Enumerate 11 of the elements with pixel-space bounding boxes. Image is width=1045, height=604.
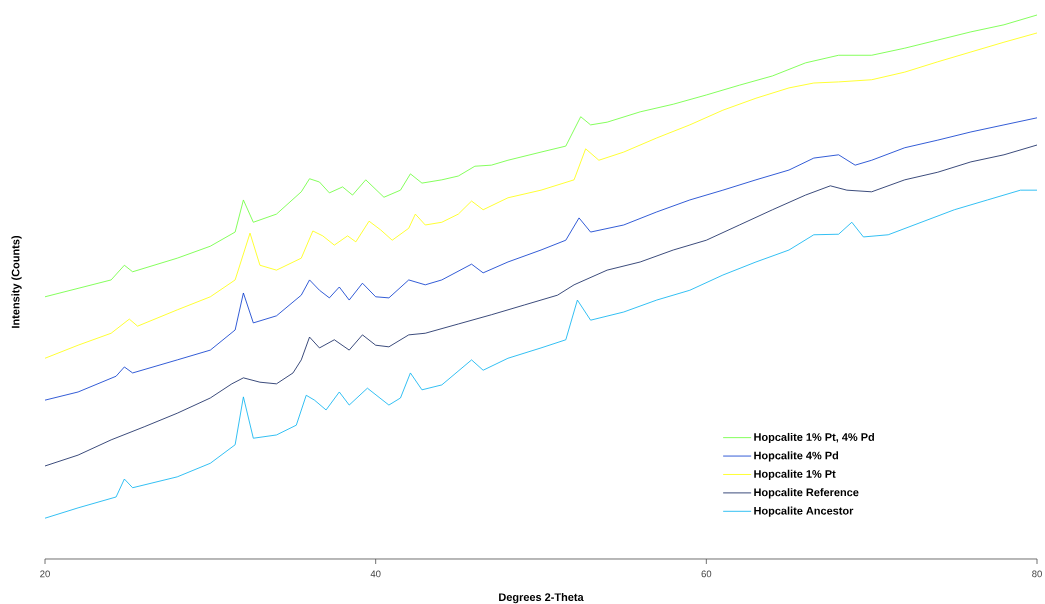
y-axis-title: Intensity (Counts) xyxy=(11,235,22,328)
x-tick-label: 60 xyxy=(701,570,712,578)
legend-label: Hopcalite Reference xyxy=(754,488,859,499)
legend-label: Hopcalite 1% Pt, 4% Pd xyxy=(754,432,874,444)
x-tick-label: 80 xyxy=(1032,570,1042,578)
legend-label: Hopcalite 1% Pt xyxy=(754,469,836,480)
legend-label: Hopcalite 4% Pd xyxy=(754,451,839,462)
legend-label: Hopcalite Ancestor xyxy=(754,506,854,517)
x-axis-title: Degrees 2-Theta xyxy=(499,592,584,604)
x-tick-label: 40 xyxy=(370,570,381,578)
x-tick-label: 20 xyxy=(40,570,50,578)
